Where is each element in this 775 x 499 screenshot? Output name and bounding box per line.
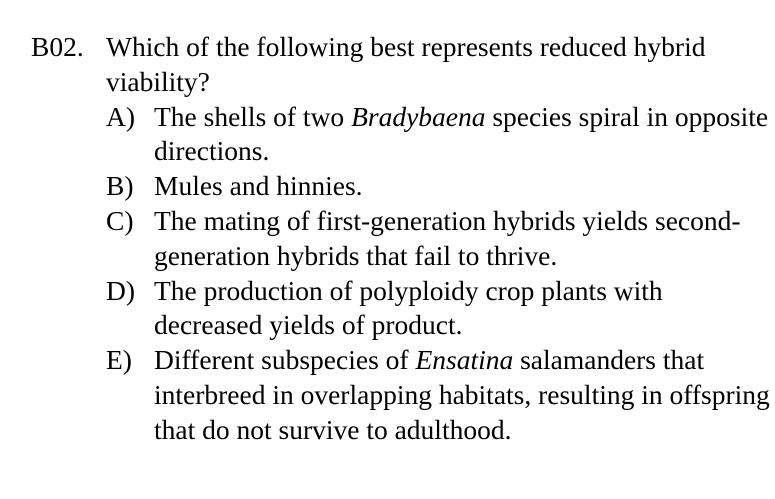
option-a-species-name: Bradybaena bbox=[351, 100, 486, 132]
option-a[interactable]: A) The shells of two Bradybaena species … bbox=[106, 100, 771, 170]
option-d-text: The production of polyploidy crop plants… bbox=[154, 274, 663, 341]
option-a-text: The shells of two Bradybaena species spi… bbox=[154, 100, 771, 170]
option-e-text-post: salamanders that interbreed in overlappi… bbox=[154, 344, 770, 445]
question-number: B02. bbox=[31, 31, 84, 62]
option-c-letter: C) bbox=[106, 204, 134, 236]
question-block: B02. Which of the following best represe… bbox=[31, 30, 771, 448]
option-a-text-pre: The shells of two bbox=[154, 100, 352, 132]
question-stem: Which of the following best represents r… bbox=[106, 31, 706, 97]
option-b-text: Mules and hinnies. bbox=[154, 170, 363, 202]
option-b[interactable]: B) Mules and hinnies. bbox=[106, 169, 771, 204]
option-d-letter: D) bbox=[106, 274, 136, 306]
option-b-letter: B) bbox=[106, 170, 134, 202]
answer-options: A) The shells of two Bradybaena species … bbox=[106, 100, 771, 448]
question-header: B02. Which of the following best represe… bbox=[31, 30, 771, 100]
option-e-species-name: Ensatina bbox=[415, 344, 514, 376]
option-c[interactable]: C) The mating of first-generation hybrid… bbox=[106, 204, 771, 274]
option-e-letter: E) bbox=[106, 344, 132, 376]
option-a-letter: A) bbox=[106, 100, 136, 132]
option-e-text-pre: Different subspecies of bbox=[154, 344, 416, 376]
option-e[interactable]: E) Different subspecies of Ensatina sala… bbox=[106, 343, 771, 447]
option-a-text-post: species spiral in opposite directions. bbox=[154, 100, 769, 167]
option-c-text: The mating of first-generation hybrids y… bbox=[154, 204, 741, 271]
option-d[interactable]: D) The production of polyploidy crop pla… bbox=[106, 274, 771, 344]
option-e-text: Different subspecies of Ensatina salaman… bbox=[154, 343, 771, 447]
